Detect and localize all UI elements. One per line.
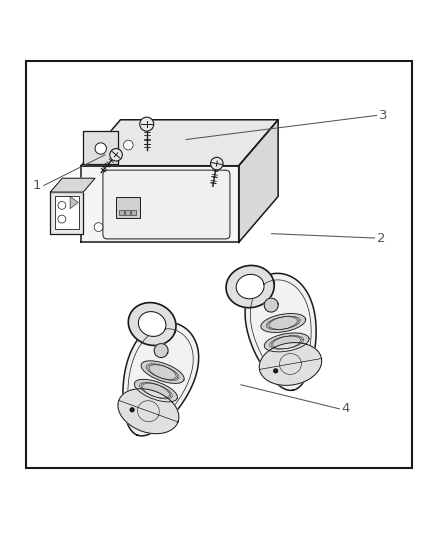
Polygon shape [264,298,278,312]
Text: 2: 2 [377,231,385,245]
Polygon shape [261,313,306,333]
Circle shape [130,407,135,413]
Polygon shape [83,131,118,164]
Polygon shape [70,196,78,209]
Circle shape [124,140,133,150]
Text: 4: 4 [342,402,350,415]
Polygon shape [128,303,176,345]
Circle shape [110,149,122,161]
Polygon shape [236,274,264,299]
Polygon shape [154,344,168,358]
Polygon shape [259,343,321,385]
Text: 3: 3 [379,109,388,122]
Text: 1: 1 [33,179,42,192]
Polygon shape [81,166,239,243]
Polygon shape [226,265,274,308]
Polygon shape [138,312,166,336]
Bar [55,197,79,229]
Bar [116,197,140,219]
Bar [26,61,412,468]
Polygon shape [245,273,316,390]
Polygon shape [134,379,177,402]
Polygon shape [50,178,95,192]
Circle shape [58,215,66,223]
Circle shape [273,368,278,374]
Polygon shape [141,361,184,383]
Polygon shape [81,120,278,166]
Bar [119,209,124,215]
Circle shape [95,143,106,154]
FancyBboxPatch shape [103,170,230,239]
Polygon shape [264,333,309,352]
Circle shape [140,117,154,131]
Bar [50,192,83,233]
Polygon shape [239,120,278,243]
Polygon shape [118,389,179,434]
Bar [125,209,130,215]
Circle shape [58,201,66,209]
Circle shape [94,223,103,231]
Circle shape [211,157,223,170]
Polygon shape [123,322,199,436]
Bar [131,209,136,215]
